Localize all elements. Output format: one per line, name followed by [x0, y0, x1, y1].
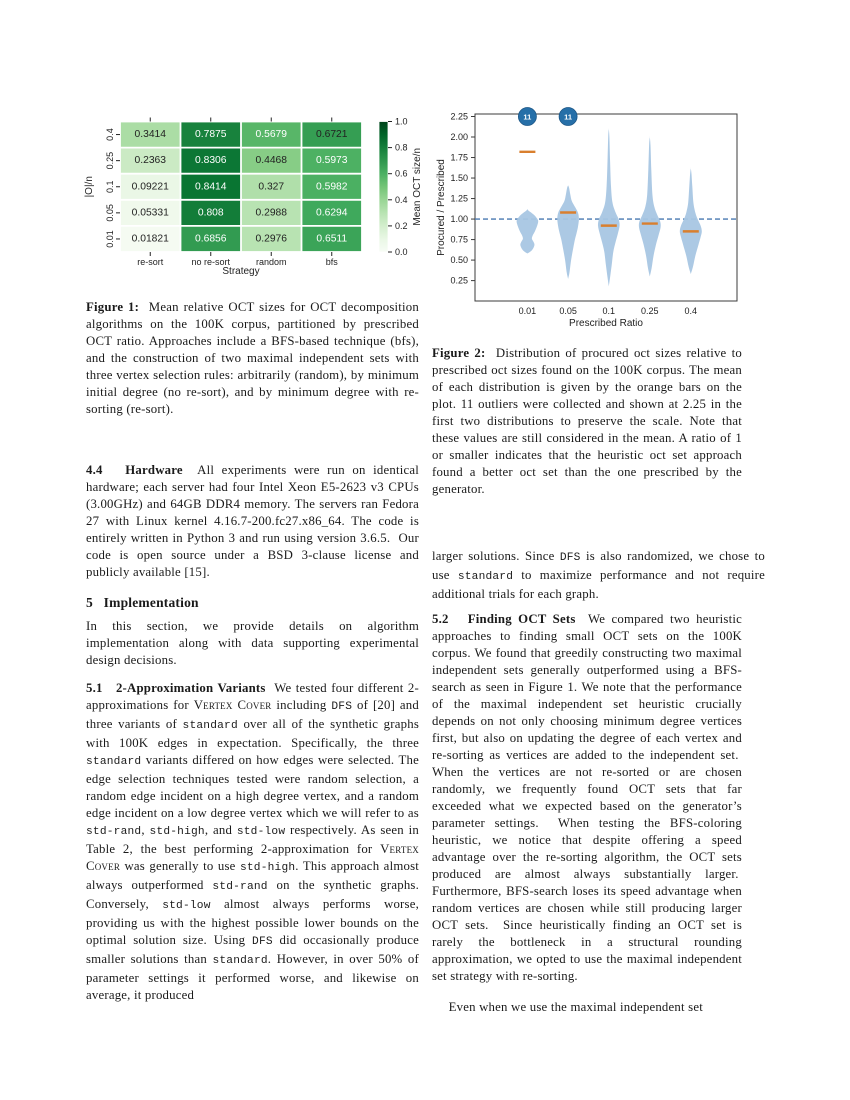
svg-text:0.01821: 0.01821	[132, 233, 169, 244]
svg-text:bfs: bfs	[326, 257, 339, 267]
svg-text:0.2988: 0.2988	[256, 207, 288, 218]
svg-text:0.2363: 0.2363	[135, 155, 167, 166]
svg-text:0.6721: 0.6721	[316, 129, 348, 140]
svg-text:0.4: 0.4	[685, 306, 698, 316]
svg-text:0.05: 0.05	[559, 306, 577, 316]
svg-text:0.5973: 0.5973	[316, 155, 348, 166]
svg-text:0.4468: 0.4468	[256, 155, 288, 166]
svg-text:0.01: 0.01	[105, 230, 115, 248]
svg-text:1.25: 1.25	[450, 194, 468, 204]
svg-text:0.2: 0.2	[395, 221, 408, 231]
svg-text:0.327: 0.327	[258, 181, 284, 192]
svg-text:0.5982: 0.5982	[316, 181, 348, 192]
svg-text:0.05331: 0.05331	[132, 207, 169, 218]
svg-text:0.0: 0.0	[395, 247, 408, 257]
svg-text:0.2976: 0.2976	[256, 233, 288, 244]
svg-text:0.8414: 0.8414	[195, 181, 227, 192]
svg-text:0.25: 0.25	[450, 276, 468, 286]
svg-text:0.50: 0.50	[450, 255, 468, 265]
svg-text:1.50: 1.50	[450, 173, 468, 183]
svg-text:random: random	[256, 257, 287, 267]
svg-text:0.5679: 0.5679	[256, 129, 288, 140]
svg-text:0.6: 0.6	[395, 169, 408, 179]
svg-text:0.09221: 0.09221	[132, 181, 169, 192]
svg-text:0.6856: 0.6856	[195, 233, 227, 244]
svg-text:re-sort: re-sort	[137, 257, 164, 267]
svg-text:0.75: 0.75	[450, 235, 468, 245]
svg-text:1.75: 1.75	[450, 153, 468, 163]
svg-text:0.6294: 0.6294	[316, 207, 348, 218]
svg-text:Procured / Prescribed: Procured / Prescribed	[436, 159, 447, 256]
svg-text:2.00: 2.00	[450, 132, 468, 142]
svg-text:2.25: 2.25	[450, 112, 468, 122]
svg-text:0.8306: 0.8306	[195, 155, 227, 166]
svg-text:Mean OCT size/n: Mean OCT size/n	[412, 148, 423, 226]
svg-text:0.25: 0.25	[641, 306, 659, 316]
svg-text:|O|/n: |O|/n	[84, 176, 95, 197]
svg-text:11: 11	[564, 113, 572, 122]
svg-text:0.8: 0.8	[395, 143, 408, 153]
svg-text:11: 11	[523, 113, 531, 122]
svg-text:Strategy: Strategy	[222, 266, 259, 277]
svg-text:0.808: 0.808	[198, 207, 224, 218]
svg-text:0.3414: 0.3414	[135, 129, 167, 140]
svg-text:0.4: 0.4	[395, 195, 408, 205]
svg-text:0.01: 0.01	[519, 306, 537, 316]
svg-text:0.6511: 0.6511	[316, 233, 347, 244]
svg-text:0.7875: 0.7875	[195, 129, 227, 140]
svg-text:0.4: 0.4	[105, 128, 115, 141]
svg-text:0.05: 0.05	[105, 204, 115, 222]
svg-text:Prescribed Ratio: Prescribed Ratio	[569, 318, 643, 329]
svg-text:0.1: 0.1	[603, 306, 616, 316]
svg-text:0.25: 0.25	[105, 152, 115, 170]
svg-text:0.1: 0.1	[105, 180, 115, 193]
svg-text:1.0: 1.0	[395, 117, 408, 127]
svg-text:1.00: 1.00	[450, 214, 468, 224]
